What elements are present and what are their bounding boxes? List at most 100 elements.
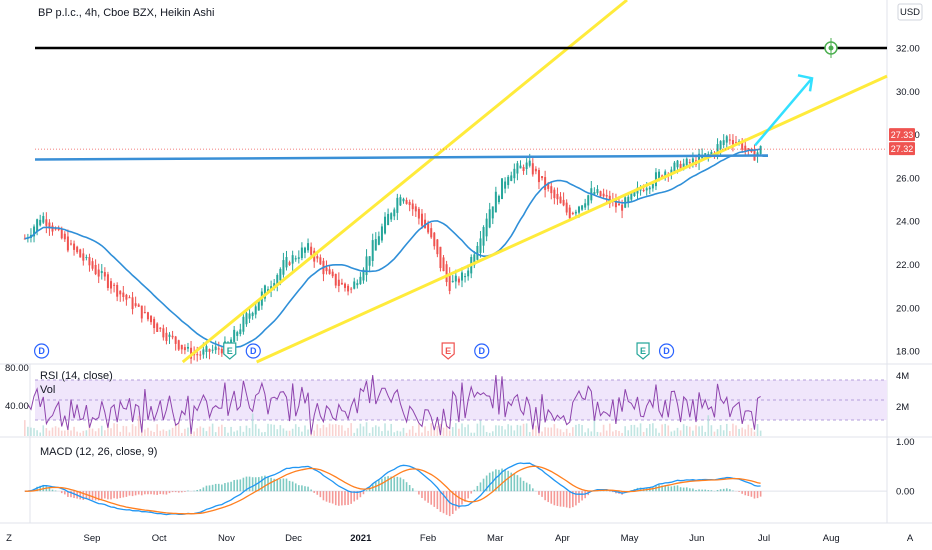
macd-histogram-bar — [134, 491, 137, 496]
volume-bar — [156, 424, 158, 436]
candle-body — [448, 273, 451, 291]
corner-left[interactable]: Z — [6, 533, 12, 544]
volume-bar — [199, 426, 202, 436]
macd-histogram-bar — [100, 491, 103, 500]
macd-histogram-bar — [310, 489, 312, 492]
volume-bar — [168, 429, 171, 436]
volume-bar — [565, 428, 568, 436]
macd-histogram-bar — [519, 477, 522, 492]
rsi-plot — [27, 374, 761, 436]
candle-body — [725, 136, 728, 143]
macd-histogram-bar — [224, 483, 226, 492]
volume-bar — [485, 431, 488, 436]
volume-bar — [233, 431, 235, 436]
volume-bar — [48, 430, 51, 436]
candle-body — [57, 228, 60, 230]
candle-body — [707, 153, 710, 156]
macd-histogram-bar — [153, 491, 155, 495]
candle-body — [584, 203, 587, 208]
candle-body — [42, 216, 45, 223]
candle-body — [190, 347, 193, 359]
volume-bar — [679, 430, 682, 436]
volume-bar — [544, 427, 546, 436]
candle-body — [79, 249, 82, 258]
candle-body — [131, 297, 134, 310]
candle-body — [482, 227, 485, 246]
candle-body — [719, 141, 722, 149]
volume-bar — [556, 428, 559, 436]
volume-bar — [667, 425, 670, 436]
volume-bar — [42, 425, 45, 436]
volume-bar — [301, 431, 303, 436]
candle-body — [303, 247, 306, 253]
volume-bar — [378, 426, 380, 436]
macd-histogram-bar — [359, 491, 362, 498]
candle-body — [316, 256, 319, 259]
macd-histogram-bar — [276, 479, 279, 492]
volume-bar — [298, 426, 300, 436]
volume-bar — [116, 423, 118, 436]
macd-histogram-bar — [242, 477, 245, 492]
volume-bar — [436, 425, 439, 436]
volume-bar — [670, 431, 673, 436]
volume-bar — [467, 424, 469, 436]
macd-histogram-bar — [322, 491, 325, 501]
macd-histogram-bar — [199, 489, 202, 492]
candle-body — [645, 188, 648, 191]
macd-histogram-bar — [556, 491, 559, 506]
macd-histogram-bar — [467, 491, 469, 499]
dividend-badge — [245, 343, 261, 359]
macd-histogram-bar — [338, 491, 340, 506]
macd-histogram-bar — [60, 491, 63, 494]
candle-body — [399, 197, 402, 206]
volume-bar — [236, 430, 239, 436]
candle-body — [485, 218, 488, 237]
volume-bar — [131, 424, 134, 436]
volume-bar — [510, 425, 513, 436]
macd-histogram-bar — [516, 475, 519, 492]
candle-body — [245, 313, 248, 325]
volume-bar — [722, 430, 725, 436]
candle-body — [664, 171, 667, 177]
candle-body — [408, 201, 411, 206]
volume-bar — [676, 427, 679, 436]
volume-bar — [85, 430, 88, 436]
candle-body — [534, 168, 537, 172]
macd-plot — [24, 462, 887, 517]
macd-histogram-bar — [565, 491, 568, 508]
price-tick-label: 18.00 — [896, 347, 920, 358]
macd-histogram-bar — [405, 482, 408, 492]
macd-histogram-bar — [184, 491, 186, 492]
macd-histogram-bar — [291, 481, 294, 492]
macd-histogram-bar — [658, 484, 660, 492]
macd-histogram-bar — [553, 491, 556, 506]
candle-body — [405, 200, 408, 204]
volume-bar — [673, 430, 676, 436]
volume-bar — [174, 423, 177, 436]
volume-bar — [242, 431, 245, 436]
volume-bar — [162, 429, 165, 436]
volume-bar — [615, 430, 617, 436]
corner-right[interactable]: A — [907, 533, 914, 544]
time-tick-label: Apr — [555, 533, 570, 544]
volume-bar — [710, 425, 713, 436]
candle-body — [143, 312, 146, 314]
macd-histogram-bar — [488, 472, 491, 492]
volume-bar — [64, 430, 66, 436]
signal-line — [24, 465, 761, 515]
macd-histogram-bar — [482, 478, 485, 492]
volume-bar — [325, 427, 328, 436]
volume-bar — [205, 431, 208, 436]
currency-button[interactable] — [897, 3, 923, 21]
volume-tick-label: 2M — [896, 402, 909, 413]
resistance-line — [34, 154, 769, 161]
candle-body — [685, 158, 688, 166]
macd-histogram-bar — [285, 478, 288, 492]
candle-body — [217, 348, 220, 350]
candle-body — [66, 236, 69, 251]
volume-bar — [473, 432, 476, 436]
volume-bar — [491, 431, 494, 436]
candle-body — [63, 233, 66, 240]
volume-bar — [747, 424, 750, 436]
